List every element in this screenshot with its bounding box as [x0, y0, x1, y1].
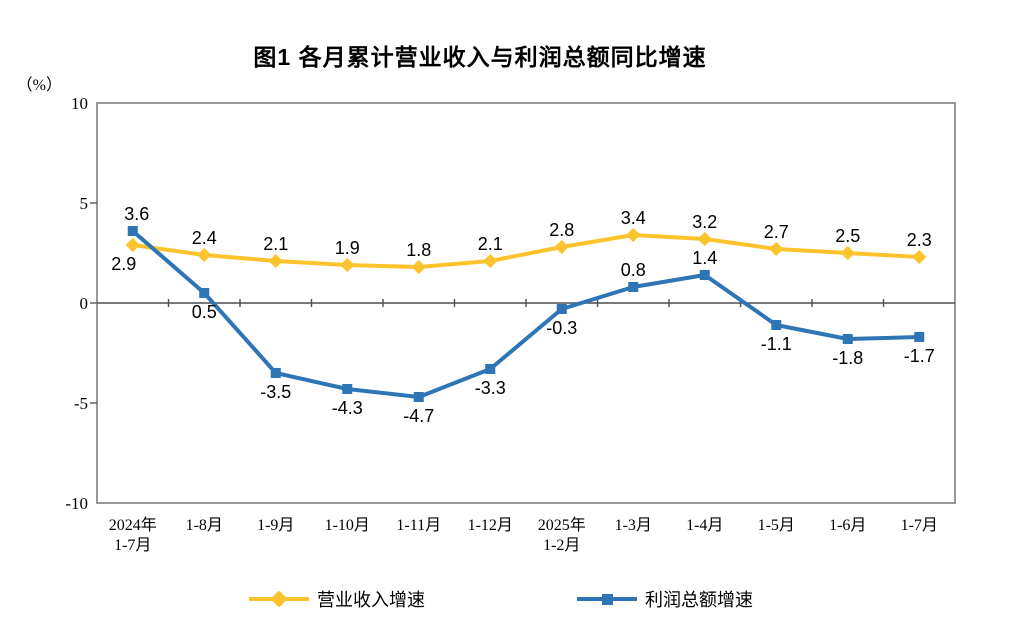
profit-data-point-marker	[485, 364, 496, 374]
profit-series-line	[130, 229, 922, 399]
profit-data-point-marker	[342, 384, 353, 394]
revenue-data-label: 2.3	[907, 230, 932, 250]
legend-item-revenue: 营业收入增速	[247, 586, 425, 612]
x-axis-category-label: 1-3月	[615, 517, 652, 534]
profit-data-point-marker	[914, 332, 925, 342]
revenue-data-point-marker	[697, 231, 712, 247]
profit-data-label: -1.1	[761, 334, 792, 354]
profit-data-point-marker	[199, 288, 210, 298]
x-axis-category-label: 1-4月	[686, 517, 723, 534]
y-axis-tick-label: -10	[65, 494, 88, 513]
revenue-data-label: 2.1	[263, 234, 288, 254]
profit-data-label: -1.7	[904, 346, 935, 366]
revenue-series-line	[130, 233, 922, 269]
x-axis-category-label: 1-11月	[396, 517, 441, 534]
profit-data-label: 0.8	[621, 260, 646, 280]
x-axis-category-label: 2024年	[109, 516, 157, 534]
y-axis-tick-label: 5	[80, 194, 89, 213]
revenue-data-point-marker	[268, 253, 283, 269]
revenue-data-point-marker	[125, 237, 140, 253]
x-axis-category-label: 1-7月	[114, 537, 151, 554]
legend-item-profit: 利润总额增速	[575, 586, 753, 612]
revenue-data-label: 2.4	[192, 228, 217, 248]
legend-label-profit: 利润总额增速	[645, 590, 753, 610]
legend-label-revenue: 营业收入增速	[317, 590, 425, 610]
revenue-data-label: 2.1	[478, 234, 503, 254]
x-axis-category-label: 1-2月	[543, 537, 580, 554]
x-axis-category-label: 1-9月	[257, 517, 294, 534]
profit-data-label: -3.5	[260, 382, 291, 402]
revenue-legend-marker-icon	[249, 591, 309, 607]
revenue-data-point-marker	[912, 249, 927, 265]
profit-data-point-marker	[270, 368, 281, 378]
profit-data-point-marker	[628, 282, 639, 292]
revenue-data-point-marker	[840, 245, 855, 261]
x-axis-category-label: 1-5月	[758, 517, 795, 534]
y-axis-tick-label: 10	[71, 94, 88, 113]
x-axis-category-label: 1-12月	[468, 517, 513, 534]
x-axis-category-label: 2025年	[538, 516, 586, 534]
y-axis-tick-label: -5	[74, 394, 88, 413]
revenue-data-point-marker	[340, 257, 355, 273]
profit-data-point-marker	[699, 270, 710, 280]
profit-data-label: -1.8	[832, 348, 863, 368]
x-axis-category-label: 1-8月	[186, 517, 223, 534]
revenue-data-label: 2.8	[549, 220, 574, 240]
profit-data-label: 3.6	[124, 204, 149, 224]
revenue-data-point-marker	[626, 227, 641, 243]
revenue-data-label: 2.9	[111, 254, 136, 274]
line-chart: （%） 10 5 0 -5 -10 2024年 1-7月 1-8月 1-9月 1-10月 1-11月 1…	[17, 76, 956, 554]
revenue-data-point-marker	[554, 239, 569, 255]
x-axis-category-label: 1-6月	[829, 517, 866, 534]
profit-data-point-marker	[842, 334, 853, 344]
profit-data-label: -4.3	[332, 398, 363, 418]
profit-data-point-marker	[771, 320, 782, 330]
x-axis-category-label: 1-7月	[901, 517, 938, 534]
revenue-data-label: 1.8	[406, 240, 431, 260]
profit-data-point-marker	[413, 392, 424, 402]
revenue-data-point-marker	[769, 241, 784, 257]
profit-data-label: -4.7	[403, 406, 434, 426]
revenue-data-point-marker	[483, 253, 498, 269]
revenue-data-label: 2.5	[835, 226, 860, 246]
revenue-data-label: 3.2	[692, 212, 717, 232]
profit-data-label: -0.3	[546, 318, 577, 338]
revenue-data-point-marker	[197, 247, 212, 263]
revenue-data-label: 2.7	[764, 222, 789, 242]
x-axis-category-label: 1-10月	[325, 517, 370, 534]
y-axis-tick-label: 0	[80, 294, 89, 313]
profit-data-point-marker	[127, 226, 138, 236]
y-axis-unit-label: （%）	[17, 76, 62, 94]
revenue-data-label: 1.9	[335, 238, 360, 258]
profit-data-label: 0.5	[192, 302, 217, 322]
chart-legend: 营业收入增速 利润总额增速	[0, 586, 1000, 612]
profit-legend-marker-icon	[577, 594, 637, 605]
profit-data-point-marker	[556, 304, 567, 314]
revenue-data-point-marker	[411, 259, 426, 275]
profit-data-label: -3.3	[475, 378, 506, 398]
revenue-data-label: 3.4	[621, 208, 646, 228]
chart-title: 图1 各月累计营业收入与利润总额同比增速	[253, 44, 707, 70]
profit-data-label: 1.4	[692, 248, 717, 268]
